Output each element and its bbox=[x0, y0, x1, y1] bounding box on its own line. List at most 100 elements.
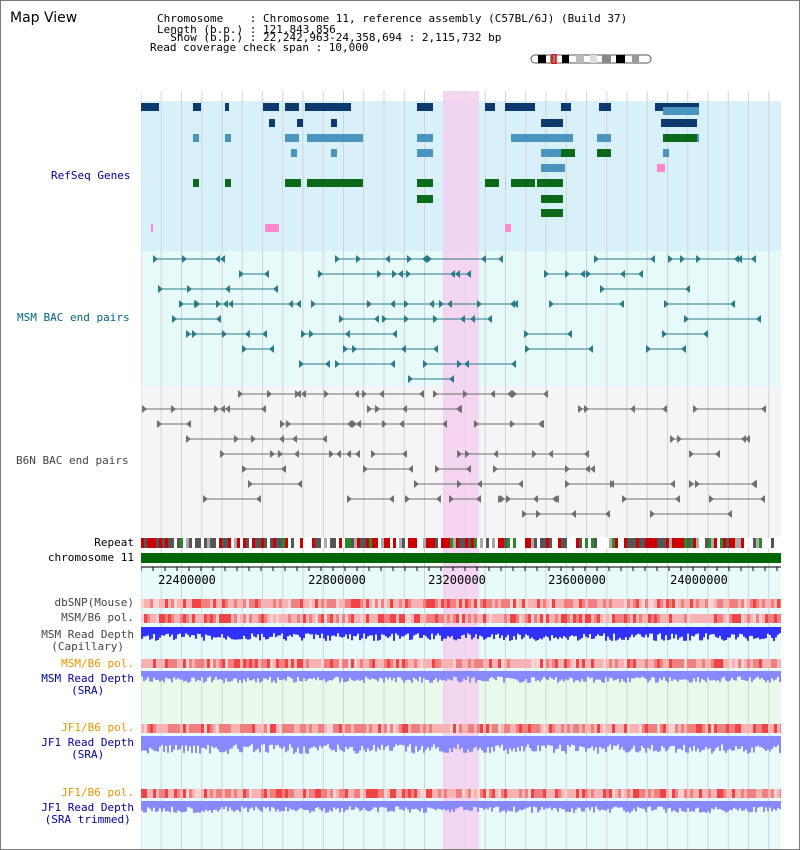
b6n-bac-pair bbox=[493, 465, 498, 473]
msm-bac-pair bbox=[449, 375, 454, 383]
polymorphism-cell bbox=[555, 614, 558, 623]
read-depth-bar bbox=[641, 736, 643, 746]
read-depth-bar bbox=[307, 627, 309, 634]
read-depth-bar bbox=[293, 627, 295, 634]
polymorphism-cell bbox=[438, 599, 441, 608]
read-depth-bar bbox=[263, 736, 265, 745]
polymorphism-cell bbox=[219, 599, 222, 608]
repeat-segment bbox=[171, 538, 174, 548]
read-depth-bar bbox=[469, 627, 471, 635]
polymorphism-cell bbox=[621, 659, 624, 668]
gene-feature bbox=[269, 119, 275, 127]
read-depth-bar bbox=[411, 736, 413, 753]
gene-feature bbox=[561, 103, 571, 111]
polymorphism-cell bbox=[456, 599, 459, 608]
b6n-bac-pair bbox=[709, 495, 714, 503]
read-depth-bar bbox=[367, 736, 369, 749]
chromosome-ideogram[interactable] bbox=[530, 54, 652, 64]
read-depth-bar bbox=[703, 801, 705, 812]
polymorphism-cell bbox=[780, 599, 781, 608]
read-depth-bar bbox=[191, 627, 193, 636]
read-depth-bar bbox=[237, 801, 239, 810]
read-depth-bar bbox=[437, 671, 439, 682]
polymorphism-cell bbox=[357, 599, 360, 608]
polymorphism-cell bbox=[483, 599, 486, 608]
polymorphism-cell bbox=[471, 659, 474, 668]
repeat-segment bbox=[225, 538, 228, 548]
read-depth-bar bbox=[533, 801, 535, 807]
read-depth-bar bbox=[387, 801, 389, 812]
read-depth-bar bbox=[213, 801, 215, 810]
polymorphism-cell bbox=[732, 599, 735, 608]
read-depth-bar bbox=[205, 627, 207, 635]
polymorphism-cell bbox=[606, 789, 609, 798]
polymorphism-cell bbox=[561, 614, 564, 623]
read-depth-bar bbox=[281, 671, 283, 680]
b6n-bac-pair bbox=[281, 465, 286, 473]
genome-map-canvas[interactable] bbox=[141, 91, 781, 849]
polymorphism-cell bbox=[483, 789, 486, 798]
read-depth-bar bbox=[405, 736, 407, 752]
read-depth-bar bbox=[413, 801, 415, 810]
polymorphism-cell bbox=[600, 789, 603, 798]
polymorphism-cell bbox=[351, 659, 354, 668]
polymorphism-cell bbox=[468, 724, 471, 733]
polymorphism-cell bbox=[384, 614, 387, 623]
read-depth-bar bbox=[201, 671, 203, 678]
read-depth-bar bbox=[421, 736, 423, 746]
repeat-segment bbox=[648, 538, 651, 548]
polymorphism-cell bbox=[525, 599, 528, 608]
read-depth-bar bbox=[565, 736, 567, 754]
polymorphism-cell bbox=[315, 599, 318, 608]
read-depth-bar bbox=[431, 801, 433, 809]
polymorphism-cell bbox=[549, 614, 552, 623]
read-depth-bar bbox=[195, 627, 197, 639]
polymorphism-cell bbox=[273, 659, 276, 668]
read-depth-bar bbox=[511, 627, 513, 640]
read-depth-bar bbox=[541, 627, 543, 640]
read-depth-bar bbox=[567, 627, 569, 640]
polymorphism-cell bbox=[489, 599, 492, 608]
repeat-segment bbox=[594, 538, 597, 548]
read-depth-bar bbox=[343, 736, 345, 753]
track-label-jf1-depth-sra: JF1 Read Depth (SRA) bbox=[41, 736, 134, 761]
read-depth-bar bbox=[333, 736, 335, 750]
b6n-bac-pair bbox=[449, 495, 454, 503]
polymorphism-cell bbox=[228, 599, 231, 608]
read-depth-bar bbox=[397, 627, 399, 636]
read-depth-bar bbox=[297, 736, 299, 748]
read-depth-bar bbox=[733, 801, 735, 808]
read-depth-bar bbox=[479, 671, 481, 681]
polymorphism-cell bbox=[243, 724, 246, 733]
polymorphism-cell bbox=[576, 724, 579, 733]
polymorphism-cell bbox=[210, 789, 213, 798]
read-depth-bar bbox=[589, 736, 591, 749]
polymorphism-cell bbox=[489, 614, 492, 623]
read-depth-bar bbox=[769, 736, 771, 752]
polymorphism-cell bbox=[366, 599, 369, 608]
read-depth-bar bbox=[565, 627, 567, 638]
read-depth-bar bbox=[735, 627, 737, 640]
read-depth-bar bbox=[243, 736, 245, 747]
read-depth-bar bbox=[489, 736, 491, 753]
polymorphism-cell bbox=[492, 724, 495, 733]
track-label-msm-pol-2: MSM/B6 pol. bbox=[61, 657, 134, 670]
repeat-segment bbox=[726, 538, 729, 548]
b6n-bac-pair bbox=[186, 435, 191, 443]
read-depth-bar bbox=[171, 736, 173, 753]
repeat-segment bbox=[528, 538, 531, 548]
polymorphism-cell bbox=[375, 724, 378, 733]
polymorphism-cell bbox=[222, 599, 225, 608]
polymorphism-cell bbox=[435, 659, 438, 668]
read-depth-bar bbox=[221, 671, 223, 680]
b6n-bac-pair bbox=[355, 450, 360, 458]
polymorphism-cell bbox=[585, 659, 588, 668]
read-depth-bar bbox=[605, 801, 607, 811]
polymorphism-cell bbox=[186, 789, 189, 798]
read-depth-bar bbox=[607, 736, 609, 747]
read-depth-bar bbox=[265, 671, 267, 679]
polymorphism-cell bbox=[624, 599, 627, 608]
polymorphism-cell bbox=[246, 724, 249, 733]
read-depth-bar bbox=[697, 736, 699, 749]
repeat-segment bbox=[471, 538, 474, 548]
